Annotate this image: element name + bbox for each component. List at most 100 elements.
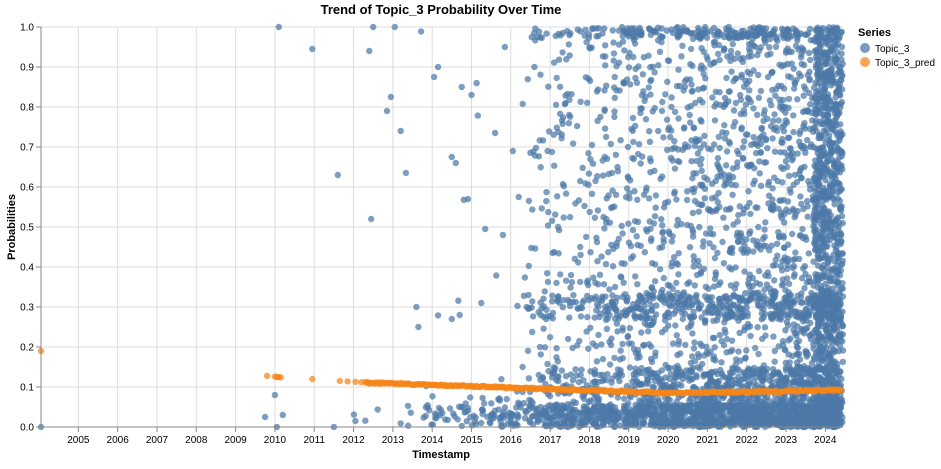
topic-3-point: [823, 379, 829, 385]
topic-3-point: [716, 89, 722, 95]
topic-3-point: [669, 259, 675, 265]
topic-3-point: [784, 319, 790, 325]
topic-3-point: [488, 400, 494, 406]
topic-3-point: [613, 152, 619, 158]
topic-3-point: [544, 270, 550, 276]
topic-3-point: [630, 54, 636, 60]
topic-3-point: [635, 151, 641, 157]
topic-3-point: [525, 306, 531, 312]
topic-3-point: [829, 175, 835, 181]
topic-3-point: [589, 142, 595, 148]
topic-3-point: [716, 166, 722, 172]
topic-3-point: [758, 44, 764, 50]
topic-3-point: [726, 34, 732, 40]
topic-3-point: [536, 28, 542, 34]
topic-3-point: [650, 293, 656, 299]
topic-3-point: [689, 227, 695, 233]
topic-3-point: [594, 358, 600, 364]
topic-3-point: [697, 365, 703, 371]
topic-3-point: [569, 279, 575, 285]
topic-3-point: [527, 419, 533, 425]
topic-3-point: [565, 336, 571, 342]
topic-3-point: [720, 215, 726, 221]
topic-3-point: [828, 316, 834, 322]
topic-3-point: [700, 238, 706, 244]
topic-3-point: [555, 293, 561, 299]
topic-3-point: [725, 308, 731, 314]
topic-3-point: [467, 394, 473, 400]
topic-3-point: [837, 411, 843, 417]
topic-3-point: [602, 125, 608, 131]
topic-3-point: [536, 153, 542, 159]
topic-3-point: [665, 57, 671, 63]
topic-3-point: [602, 42, 608, 48]
topic-3-point: [762, 375, 768, 381]
topic-3-point: [826, 193, 832, 199]
topic-3-point: [713, 178, 719, 184]
topic-3-point: [767, 419, 773, 425]
topic-3-point: [817, 346, 823, 352]
topic-3-point: [667, 303, 673, 309]
topic-3-point: [574, 123, 580, 129]
topic-3-point: [806, 77, 812, 83]
topic-3-point: [778, 164, 784, 170]
topic-3-point: [481, 400, 487, 406]
topic-3-point: [660, 236, 666, 242]
topic-3-point: [526, 263, 532, 269]
topic-3-point: [554, 401, 560, 407]
topic-3-point: [786, 173, 792, 179]
topic-3-point: [562, 101, 568, 107]
topic-3-point: [657, 33, 663, 39]
topic-3-point: [643, 187, 649, 193]
topic-3-point: [575, 259, 581, 265]
topic-3-point: [824, 74, 830, 80]
topic-3-point: [779, 31, 785, 37]
topic-3-point: [585, 414, 591, 420]
topic-3-point: [806, 50, 812, 56]
topic-3-point: [447, 405, 453, 411]
topic-3-point: [537, 137, 543, 143]
topic-3-point: [686, 279, 692, 285]
topic-3-point: [693, 158, 699, 164]
topic-3-point: [600, 172, 606, 178]
topic-3-point: [384, 108, 390, 114]
topic-3-point: [488, 416, 494, 422]
topic-3-point: [839, 323, 845, 329]
topic-3-point: [735, 32, 741, 38]
topic-3-point: [620, 309, 626, 315]
topic-3-point: [728, 282, 734, 288]
topic-3-point: [793, 351, 799, 357]
topic-3-point: [497, 397, 503, 403]
topic-3-point: [816, 256, 822, 262]
topic-3-point: [537, 299, 543, 305]
topic-3-point: [672, 189, 678, 195]
topic-3-point: [830, 80, 836, 86]
topic-3-point: [801, 93, 807, 99]
topic-3-point: [702, 75, 708, 81]
topic-3-point: [789, 61, 795, 67]
topic-3-point: [614, 164, 620, 170]
topic-3-point: [776, 343, 782, 349]
topic-3-point: [770, 333, 776, 339]
topic-3-point: [633, 350, 639, 356]
topic-3-point: [690, 88, 696, 94]
topic-3-point: [719, 129, 725, 135]
topic-3-point: [785, 135, 791, 141]
topic-3-point: [558, 135, 564, 141]
topic-3-point: [439, 410, 445, 416]
topic-3-point: [587, 78, 593, 84]
topic-3-point: [724, 53, 730, 59]
topic-3-point: [429, 393, 435, 399]
topic-3-point: [840, 359, 846, 365]
topic-3-point: [816, 26, 822, 32]
topic-3-point: [821, 147, 827, 153]
topic-3-point: [674, 332, 680, 338]
topic-3-point: [565, 417, 571, 423]
topic-3-point: [612, 284, 618, 290]
topic-3-point: [792, 249, 798, 255]
topic-3-point: [627, 364, 633, 370]
topic-3-point: [600, 53, 606, 59]
topic-3-point: [634, 197, 640, 203]
topic-3-point: [643, 316, 649, 322]
topic-3-point: [761, 362, 767, 368]
